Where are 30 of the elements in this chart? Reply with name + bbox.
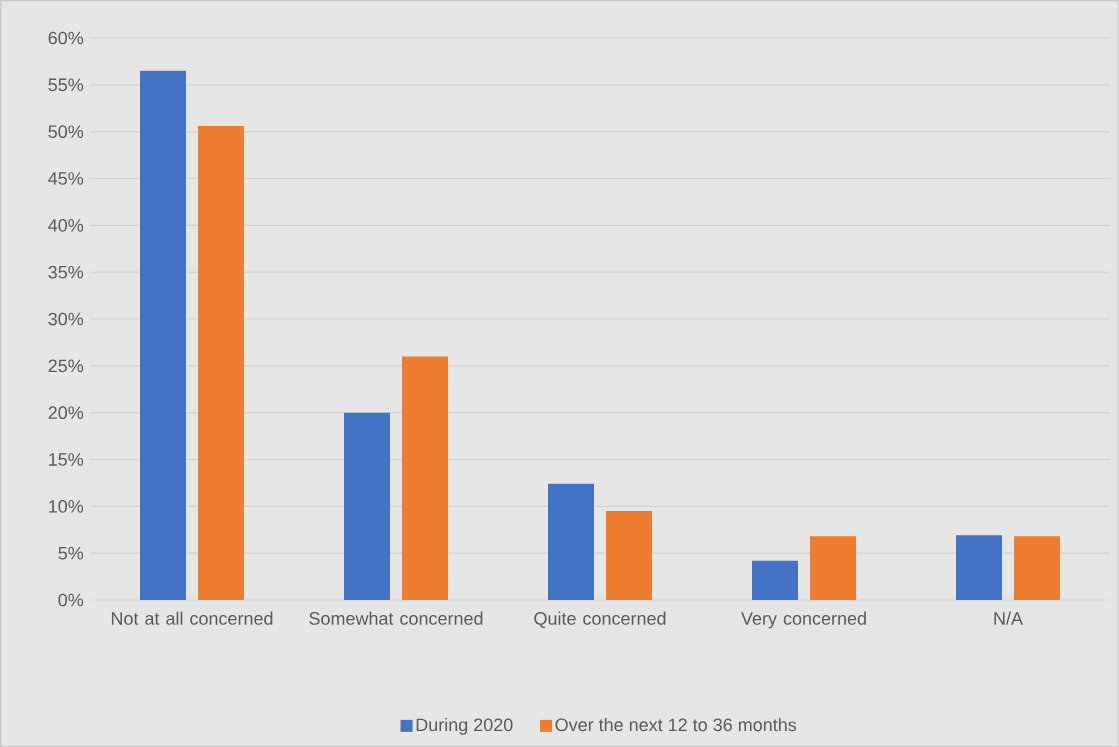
- bar: [548, 483, 595, 600]
- bar: [1014, 536, 1061, 600]
- y-tick-label: 60%: [48, 31, 84, 45]
- x-tick-label: Somewhat concerned: [309, 611, 483, 625]
- y-tick-label: 55%: [48, 78, 84, 92]
- bar: [140, 70, 187, 600]
- x-tick-label: Very concerned: [741, 611, 866, 629]
- y-tick-label: 30%: [48, 312, 84, 326]
- bar: [752, 560, 799, 600]
- y-tick-label: 0%: [58, 593, 84, 607]
- legend-label: During 2020: [416, 717, 513, 735]
- x-tick-label: Quite concerned: [534, 611, 666, 629]
- y-tick-label: 35%: [48, 265, 84, 279]
- y-tick-label: 40%: [48, 218, 84, 232]
- y-tick-label: 15%: [49, 453, 84, 466]
- legend-label: Over the next 12 to 36 months: [555, 717, 797, 732]
- y-tick-label: 5%: [58, 546, 84, 560]
- bar: [956, 535, 1003, 600]
- y-tick-label: 25%: [48, 359, 84, 373]
- y-tick-label: 20%: [48, 406, 84, 420]
- y-tick-label: 50%: [48, 125, 84, 139]
- bar: [402, 356, 449, 600]
- bar: [810, 536, 857, 600]
- x-tick-label: N/A: [994, 611, 1023, 625]
- bar: [198, 126, 244, 600]
- x-tick-label: Not at all concerned: [111, 611, 273, 625]
- bar: [344, 412, 391, 600]
- y-tick-label: 45%: [48, 172, 84, 185]
- y-tick-label: 10%: [49, 499, 84, 513]
- bar: [606, 511, 653, 600]
